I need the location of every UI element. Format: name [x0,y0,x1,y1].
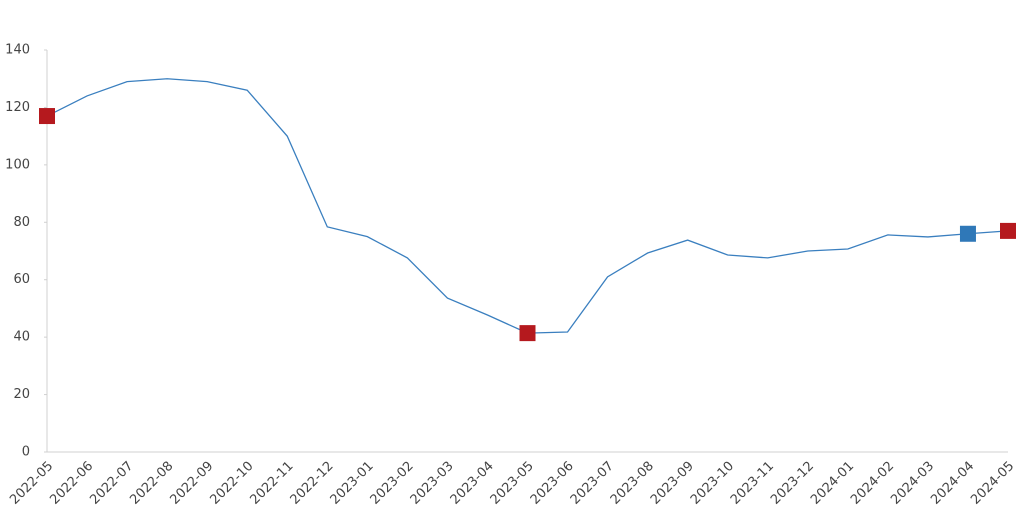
x-tick-label: 2022-11 [248,459,297,508]
x-tick-label: 2022-08 [127,459,176,508]
x-tick-label: 2023-08 [608,459,657,508]
x-tick-label: 2023-09 [648,459,697,508]
x-tick-label: 2024-05 [968,459,1017,508]
x-tick-label: 2023-10 [688,459,737,508]
x-tick-label: 2022-06 [47,459,96,508]
point-marker [519,325,536,342]
y-tick-label: 80 [13,215,30,230]
y-tick-label: 20 [13,387,30,402]
x-tick-label: 2024-02 [848,459,897,508]
y-tick-label: 40 [13,330,30,345]
y-tick-label: 0 [22,445,30,460]
x-tick-label: 2022-07 [87,459,136,508]
y-tick-label: 120 [5,100,30,115]
x-tick-label: 2024-03 [888,459,937,508]
x-tick-label: 2023-06 [528,459,577,508]
x-tick-label: 2022-09 [167,459,216,508]
y-tick-label: 140 [5,43,30,58]
y-tick-label: 60 [13,272,30,287]
x-tick-label: 2023-02 [368,459,417,508]
x-tick-label: 2023-07 [568,459,617,508]
x-tick-label: 2023-01 [328,459,377,508]
x-tick-label: 2022-12 [288,459,337,508]
x-tick-label: 2022-10 [207,459,256,508]
x-tick-label: 2023-11 [728,459,777,508]
x-tick-label: 2023-05 [488,459,537,508]
x-tick-label: 2023-12 [768,459,817,508]
line [46,78,1009,334]
point-marker [1000,222,1016,239]
point-marker [959,225,976,242]
x-tick-label: 2023-04 [448,459,497,508]
x-tick-label: 2024-04 [928,459,977,508]
x-tick-label: 2023-03 [408,459,457,508]
x-tick-label: 2022-05 [7,459,56,508]
y-tick-label: 100 [5,157,30,172]
x-tick-label: 2024-01 [808,459,857,508]
point-marker [39,108,55,125]
